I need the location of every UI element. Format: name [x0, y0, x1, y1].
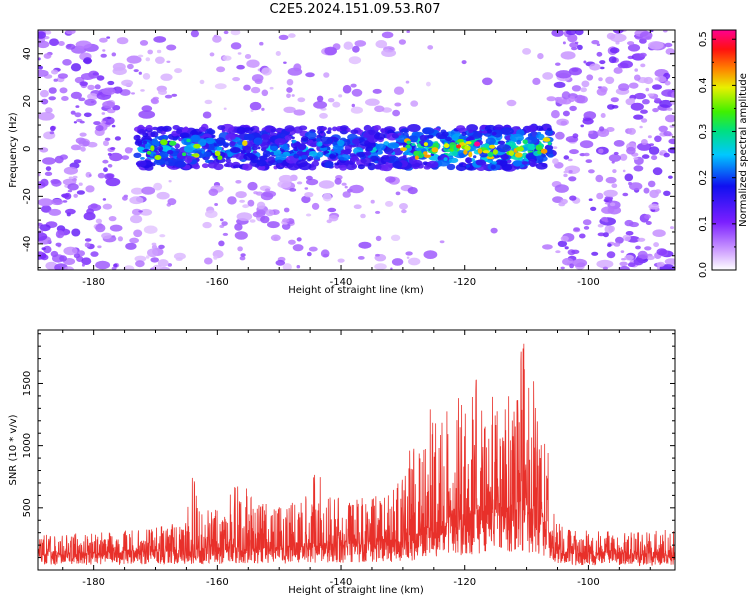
- snr-ticks: -180 -160 -140 -120 -100 500 1000 1500: [22, 330, 675, 588]
- x-tick-label: -180: [82, 577, 105, 588]
- colorbar-tick-label: 0.0: [698, 262, 709, 278]
- spectrogram-frame: [37, 29, 676, 271]
- y-tick-label: 20: [22, 95, 33, 108]
- x-tick-label: -100: [577, 277, 600, 288]
- spectrogram-ylabel: Frequency (Hz): [8, 112, 19, 188]
- colorbar: 0.0 0.1 0.2 0.3 0.4 0.5 Normalized spectral a…: [698, 29, 749, 278]
- x-tick-label: -180: [82, 277, 105, 288]
- spectrogram-ticks: -180 -160 -140 -120 -100 40 20 0 -20 -40: [22, 29, 675, 288]
- colorbar-ticks: 0.0 0.1 0.2 0.3 0.4 0.5: [698, 31, 736, 278]
- y-tick-label: 500: [22, 498, 33, 517]
- x-tick-label: -160: [206, 277, 229, 288]
- y-tick-label: 0: [22, 146, 33, 152]
- snr-frame: [37, 329, 676, 571]
- x-tick-label: -140: [330, 577, 353, 588]
- y-tick-label: 1000: [22, 433, 33, 458]
- y-tick-label: -20: [22, 188, 33, 204]
- x-tick-label: -140: [330, 277, 353, 288]
- colorbar-tick-label: 0.1: [698, 216, 709, 232]
- x-tick-label: -160: [206, 577, 229, 588]
- y-tick-label: 1500: [22, 371, 33, 396]
- y-tick-label: 40: [22, 47, 33, 60]
- colorbar-tick-label: 0.2: [698, 170, 709, 186]
- snr-ylabel: SNR (10 * v/v): [8, 414, 19, 485]
- spectrogram-panel: -180 -160 -140 -120 -100 40 20 0 -20 -40 Height o…: [8, 29, 676, 296]
- spectrogram-heatmap: [38, 30, 675, 270]
- colorbar-gradient: [711, 29, 737, 271]
- snr-xlabel: Height of straight line (km): [288, 585, 424, 596]
- colorbar-label: Normalized spectral amplitude: [738, 73, 749, 227]
- x-tick-label: -120: [453, 277, 476, 288]
- y-tick-label: -40: [22, 236, 33, 252]
- snr-panel: -180 -160 -140 -120 -100 500 1000 1500 Height o…: [8, 329, 676, 596]
- figure-title: C2E5.2024.151.09.53.R07: [269, 2, 441, 17]
- x-tick-label: -100: [577, 577, 600, 588]
- snr-series-line: [38, 343, 675, 567]
- colorbar-tick-label: 0.5: [698, 31, 709, 47]
- colorbar-tick-label: 0.4: [698, 77, 709, 93]
- x-tick-label: -120: [453, 577, 476, 588]
- spectrogram-xlabel: Height of straight line (km): [288, 285, 424, 296]
- colorbar-tick-label: 0.3: [698, 124, 709, 140]
